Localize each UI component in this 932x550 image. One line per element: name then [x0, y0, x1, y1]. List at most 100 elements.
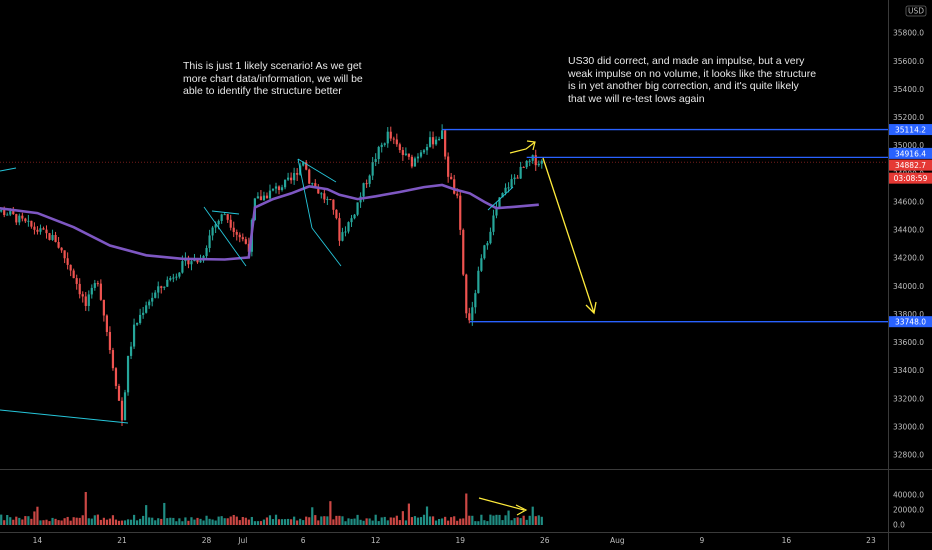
volume-bar [314, 515, 317, 525]
volume-bar [410, 517, 414, 525]
candle-body [151, 297, 154, 302]
volume-bar [350, 518, 353, 525]
candle-body [422, 150, 426, 153]
candle-body [265, 195, 269, 199]
candle-body [99, 283, 102, 300]
candle-body [229, 219, 232, 228]
currency-label: USD [908, 7, 924, 16]
candle-body [256, 196, 259, 199]
volume-bar [256, 521, 259, 525]
volume-bar [332, 519, 335, 525]
volume-bar [151, 517, 154, 525]
volume-bar [507, 510, 510, 525]
volume-bar [229, 516, 232, 525]
price-tick-label: 34000.0 [893, 282, 924, 291]
candle-body [519, 166, 522, 179]
candle-body [495, 207, 498, 216]
arrow-head [515, 504, 528, 516]
candle-body [6, 214, 9, 216]
trendline [297, 158, 313, 229]
volume-bar [66, 516, 69, 525]
candle-body [483, 245, 486, 259]
time-tick-label: Jul [237, 536, 247, 545]
volume-bar [154, 520, 157, 525]
volume-bar [157, 518, 160, 525]
candle-body [271, 188, 275, 191]
candle-body [132, 324, 136, 347]
volume-bar [259, 521, 263, 525]
price-label-tag [889, 159, 932, 171]
candle-body [3, 210, 6, 216]
volume-bar [453, 516, 456, 525]
time-tick-label: 16 [782, 536, 792, 545]
candle-body [48, 233, 51, 240]
volume-bar [187, 520, 190, 525]
volume-bar [102, 517, 105, 525]
candle-body [456, 193, 459, 196]
candle-body [419, 152, 423, 157]
candle-body [398, 144, 401, 151]
candle-body [139, 314, 142, 323]
candle-body [18, 215, 21, 223]
candle-body [380, 144, 383, 148]
candle-body [30, 220, 33, 227]
volume-bar [471, 515, 474, 525]
volume-bar [407, 503, 410, 525]
candle-body [238, 234, 241, 238]
candle-body [226, 214, 229, 220]
candle-body [54, 235, 57, 243]
volume-bar [172, 517, 175, 525]
volume-bar [274, 514, 278, 525]
candle-body [320, 193, 323, 195]
volume-bar [477, 521, 480, 525]
candle-body [416, 156, 420, 159]
volume-bar [326, 516, 329, 525]
volume-bar [383, 516, 386, 525]
candle-body [507, 187, 510, 189]
price-label-tag [889, 172, 932, 184]
volume-bar [311, 507, 314, 525]
volume-bar [413, 516, 417, 525]
volume-bar [404, 520, 407, 525]
candle-body [24, 218, 27, 222]
volume-bar [462, 518, 465, 525]
candle-body [368, 175, 371, 184]
volume-bar [519, 518, 522, 525]
price-label-text: 34882.7 [895, 161, 926, 170]
volume-bar [353, 518, 356, 525]
volume-bar [510, 520, 513, 525]
volume-bar [438, 519, 441, 525]
trendline [297, 158, 337, 183]
volume-bar [271, 519, 275, 525]
price-tick-label: 33400.0 [893, 366, 924, 375]
price-label-tag [889, 147, 932, 159]
volume-bar [132, 514, 136, 525]
candle-body [329, 198, 332, 200]
candle-body [15, 214, 18, 223]
candle-body [492, 215, 495, 232]
candle-body [480, 258, 483, 271]
candle-body [392, 138, 395, 140]
analysis-note: US30 did correct, and made an impulse, b… [568, 55, 817, 105]
currency-badge[interactable] [905, 5, 927, 17]
candle-body [338, 218, 341, 241]
volume-bar [15, 516, 18, 525]
candle-body [459, 195, 462, 230]
candle-body [326, 198, 329, 200]
candle-body [383, 143, 386, 145]
time-tick-label: 26 [540, 536, 550, 545]
volume-bar [114, 519, 118, 525]
candle-body [205, 247, 208, 257]
candle-body [223, 214, 226, 216]
volume-tick-label: 40000.0 [893, 491, 924, 500]
price-labels: 35114.2 34916.4 34882.7 03:08:59 33748.0 [889, 124, 932, 328]
candle-body [489, 231, 492, 244]
volume-bar [33, 511, 36, 525]
candle-body [534, 155, 537, 166]
volume-bar [160, 518, 163, 525]
volume-bar [211, 519, 214, 525]
volume-bar [48, 521, 51, 525]
candle-body [142, 312, 145, 315]
volume-bar [347, 518, 350, 525]
